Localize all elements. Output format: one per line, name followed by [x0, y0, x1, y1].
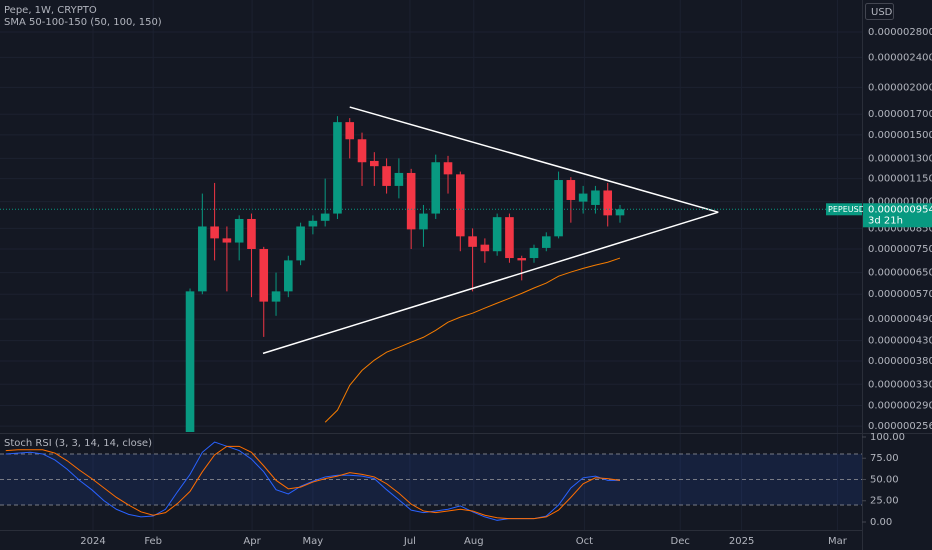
candle-body — [320, 213, 330, 221]
candle-body — [468, 236, 477, 247]
candle-body — [333, 122, 342, 214]
y-tick-label: 0.0000002560000 — [868, 421, 932, 432]
candle-body — [210, 226, 219, 239]
x-tick-label: 2024 — [80, 536, 105, 547]
panes — [0, 0, 862, 530]
y-tick-label: 25.00 — [870, 496, 899, 507]
candle-body — [198, 226, 207, 292]
candle-body — [566, 180, 576, 200]
price-plot — [0, 31, 862, 432]
symbol-tag — [826, 203, 862, 216]
candle-body — [591, 190, 600, 205]
y-tick-label: 0.0000020000000 — [868, 82, 932, 93]
y-tick-label: 0.0000028000000 — [868, 27, 932, 38]
y-tick-label: 0.0000024000000 — [868, 52, 932, 63]
candle-body — [222, 238, 232, 243]
indicator-pane — [0, 441, 862, 521]
x-tick-label: May — [303, 536, 324, 547]
candle-body — [296, 226, 305, 261]
y-tick-label: 0.0000005700000 — [868, 289, 932, 300]
candle-body — [615, 209, 625, 216]
indicator-plot — [0, 441, 862, 521]
candle-body — [517, 258, 527, 261]
trend-line — [262, 211, 719, 355]
candle-body — [345, 122, 355, 140]
candle-body — [406, 172, 416, 230]
candle-body — [271, 291, 281, 302]
candle-body — [308, 220, 318, 227]
candle-body — [185, 291, 195, 432]
candle-body — [394, 172, 404, 186]
candle-body — [431, 162, 441, 214]
y-tick-label: 0.0000008500000 — [868, 223, 932, 234]
indicator-title: Stoch RSI (3, 3, 14, 14, close) — [4, 438, 152, 449]
x-tick-label: Jul — [403, 536, 416, 547]
candle-body — [247, 218, 256, 250]
candle-body — [284, 260, 293, 292]
x-tick-label: 2025 — [729, 536, 754, 547]
candle-body — [357, 139, 367, 163]
x-tick-label: Aug — [464, 536, 484, 547]
symbol-label: PEPEUSD — [828, 205, 865, 214]
candle-body — [443, 162, 453, 175]
candle-body — [505, 217, 514, 259]
sma-line — [324, 257, 621, 423]
y-tick-label: 0.0000006500000 — [868, 268, 932, 279]
x-tick-label: Oct — [576, 536, 593, 547]
x-tick-label: Apr — [243, 536, 261, 547]
y-tick-label: 0.0000011500000 — [868, 174, 932, 185]
candle-body — [234, 218, 244, 243]
trend-line — [349, 106, 719, 213]
y-tick-label: 75.00 — [870, 453, 899, 464]
x-tick-label: Feb — [144, 536, 162, 547]
candle-body — [554, 180, 563, 237]
y-tick-label: 0.0000004900000 — [868, 314, 932, 325]
candle-body — [578, 193, 588, 202]
price-tag — [863, 203, 932, 228]
x-tick-label: Dec — [671, 536, 690, 547]
y-tick-label: 0.0000010000000 — [868, 197, 932, 208]
candle-body — [492, 217, 502, 252]
candle-body — [529, 247, 539, 259]
candle-body — [370, 160, 379, 167]
price-pane — [0, 31, 862, 432]
y-tick-label: 0.00 — [870, 517, 892, 528]
y-tick-label: 100.00 — [870, 432, 905, 443]
price-value: 0.0000009544987 — [868, 204, 932, 215]
y-tick-label: 0.0000003300000 — [868, 379, 932, 390]
y-tick-label: 0.0000017000000 — [868, 109, 932, 120]
candle-body — [603, 190, 613, 216]
candle-body — [455, 174, 465, 237]
y-tick-label: 0.0000007500000 — [868, 244, 932, 255]
candle-body — [259, 249, 269, 302]
y-tick-label: 0.0000002900000 — [868, 401, 932, 412]
currency-box[interactable] — [865, 3, 894, 20]
y-tick-label: 0.0000004300000 — [868, 336, 932, 347]
candle-body — [419, 213, 428, 230]
stoch-line — [5, 445, 621, 520]
chart-title: Pepe, 1W, CRYPTO — [4, 5, 97, 16]
y-tick-label: 0.0000013000000 — [868, 153, 932, 164]
y-tick-label: 0.0000003800000 — [868, 356, 932, 367]
countdown: 3d 21h — [868, 215, 903, 226]
candle-body — [541, 236, 551, 248]
y-tick-label: 0.0000015000000 — [868, 130, 932, 141]
y-tick-label: 50.00 — [870, 474, 899, 485]
x-tick-label: Mar — [828, 536, 848, 547]
candle-body — [480, 244, 490, 252]
legend-entry: SMA 50-100-150 (50, 100, 150) — [4, 17, 162, 28]
candle-body — [382, 166, 391, 186]
currency[interactable]: USD — [871, 7, 893, 18]
